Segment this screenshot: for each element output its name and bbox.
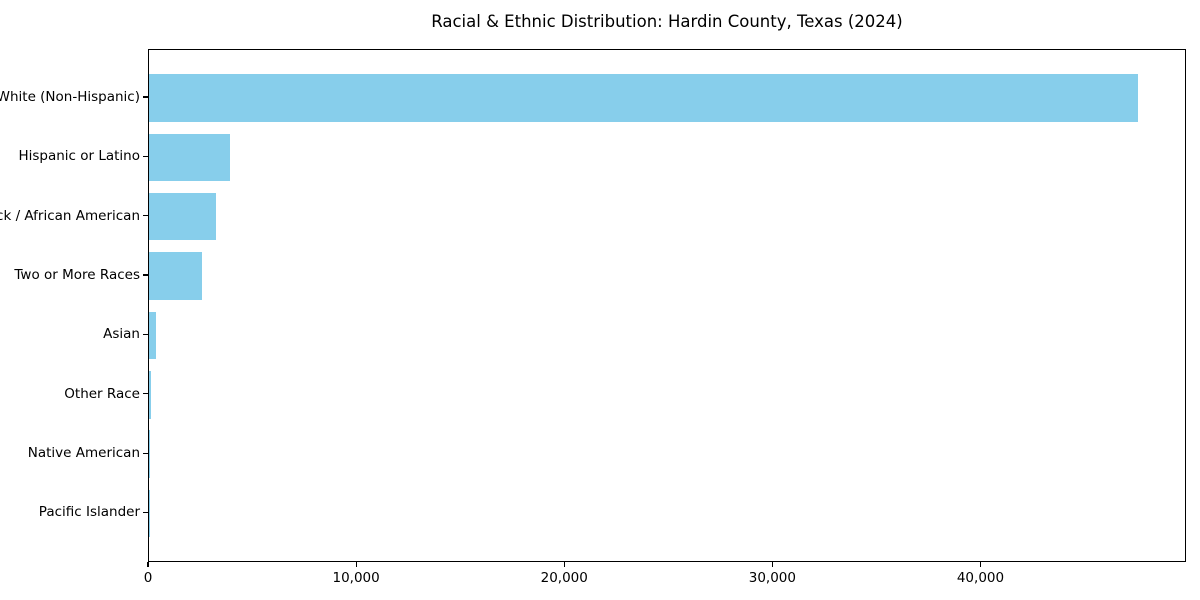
y-tick-mark [143,393,148,395]
y-tick-mark [143,452,148,454]
y-tick-mark [143,333,148,335]
y-tick-label: Native American [27,445,140,462]
x-tick-mark [355,562,357,567]
x-tick-mark [563,562,565,567]
bar-white-non-hispanic [149,74,1138,122]
plot-area [148,49,1186,562]
y-tick-label: Asian [103,326,140,343]
x-tick-mark [147,562,149,567]
bar-black-african-american [149,192,216,241]
x-tick-label: 10,000 [332,570,380,586]
bar-other-race [149,371,152,419]
y-tick-mark [143,155,148,157]
x-tick-label: 20,000 [540,570,588,586]
x-tick-mark [979,562,982,567]
y-tick-label: Hispanic or Latino [18,148,140,165]
bar-two-or-more-races [149,252,203,300]
bar-asian [149,311,156,360]
y-tick-label: Other Race [64,385,140,402]
y-tick-label: Pacific Islander [38,504,140,521]
y-tick-label: White (Non-Hispanic) [0,89,140,105]
bar-native-american [149,430,150,478]
x-tick-label: 30,000 [748,570,796,586]
x-tick-label: 0 [143,570,153,586]
y-tick-label: Two or More Races [14,267,140,284]
chart-title: Racial & Ethnic Distribution: Hardin Cou… [431,12,903,31]
bar-hispanic-or-latino [149,133,231,182]
y-tick-label: Black / African American [0,207,140,224]
y-tick-mark [143,96,148,98]
y-tick-mark [143,274,148,276]
x-tick-mark [771,562,773,567]
y-tick-mark [143,215,148,217]
x-tick-label: 40,000 [956,570,1005,586]
y-tick-mark [143,511,148,514]
